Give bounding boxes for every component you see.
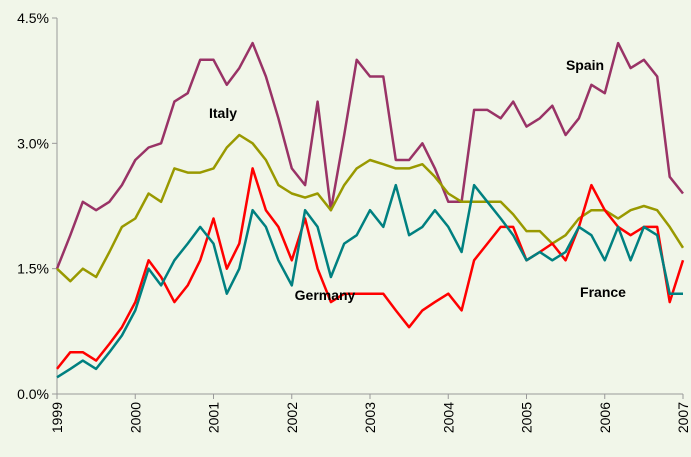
series-line [56,167,685,370]
series-line [56,133,685,283]
series-line [56,183,683,379]
x-tick-label: 2001 [206,402,222,433]
series-label: Germany [295,287,356,303]
series-label: Italy [209,105,237,121]
x-tick-label: 2004 [440,402,456,433]
series-label: Spain [566,57,604,73]
y-tick-label: 0.0% [17,386,49,402]
x-tick-label: 2003 [362,402,378,433]
x-tick-label: 1999 [49,402,65,433]
x-tick-label: 2005 [519,402,535,433]
series-line [55,41,684,270]
x-tick-label: 2006 [597,402,613,433]
x-tick-label: 2000 [127,402,143,433]
series-label: France [580,284,626,300]
x-tick-label: 2007 [675,402,691,433]
x-tick-label: 2002 [284,402,300,433]
y-tick-label: 4.5% [17,10,49,26]
y-tick-label: 1.5% [17,261,49,277]
y-tick-label: 3.0% [17,135,49,151]
